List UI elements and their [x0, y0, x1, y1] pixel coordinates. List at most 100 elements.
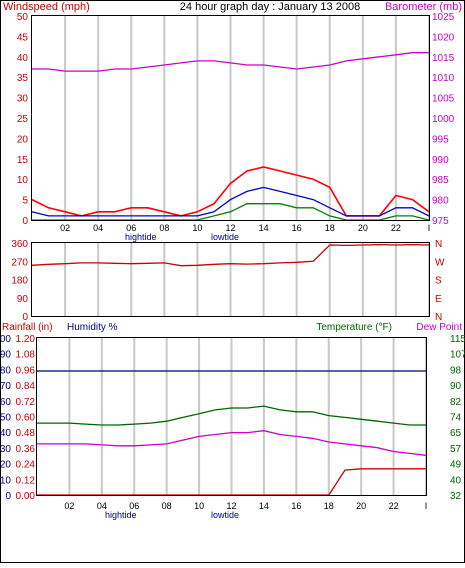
windspeed-tick: 0: [22, 216, 28, 227]
compass-label: E: [435, 294, 442, 305]
temperature-tick: 32: [450, 491, 462, 502]
wind-x-tick: 20: [358, 223, 368, 233]
temperature-tick: 57: [450, 444, 462, 455]
wind-panel-frame: [31, 15, 430, 221]
temperature-tick: 98: [450, 365, 462, 376]
climate-x-tick: 18: [324, 501, 334, 511]
windspeed-tick: 20: [17, 134, 29, 145]
humidity-tick: 90: [0, 350, 11, 361]
barometer-tick: 1005: [432, 94, 455, 105]
windspeed-tick-labels: 0 5 10 15 20 25 30 35 40 45 50: [17, 12, 29, 227]
rainfall-tick: 0.48: [16, 428, 36, 439]
humidity-tick: 100: [0, 334, 11, 345]
climate-x-tick: 04: [97, 501, 107, 511]
rainfall-tick: 0.72: [16, 397, 36, 408]
climate-x-tick: 12: [226, 501, 236, 511]
humidity-tick: 60: [0, 397, 11, 408]
direction-tick: 0: [22, 312, 28, 323]
rainfall-tick: 1.20: [16, 334, 36, 345]
temperature-line: [37, 405, 426, 426]
climate-x-tick: 10: [194, 501, 204, 511]
lowtide-label-bottom: lowtide: [211, 510, 239, 520]
wind-x-tick: 08: [159, 223, 169, 233]
climate-x-tick: 08: [162, 501, 172, 511]
temperature-tick: 115: [450, 334, 465, 345]
barometer-tick: 1015: [432, 53, 455, 64]
direction-panel-frame: [31, 242, 430, 317]
wind-panel-grid: [64, 16, 430, 220]
rainfall-tick: 0.84: [16, 381, 36, 392]
barometer-tick: 1020: [432, 32, 455, 43]
climate-panel-x-tick-labels: 02 04 06 08 10 12 14 16 18 20 22 I: [64, 501, 427, 511]
temperature-tick-labels: 32 40 49 57 65 74 82 90 98 107 115: [450, 334, 465, 502]
compass-label: W: [435, 257, 445, 268]
direction-panel-series: [31, 243, 430, 267]
climate-x-tick: 02: [64, 501, 74, 511]
direction-tick: 360: [11, 239, 28, 250]
direction-tick: 90: [17, 294, 29, 305]
climate-panel-frame: [36, 337, 427, 496]
temperature-tick: 74: [450, 413, 462, 424]
climate-x-tick: 06: [129, 501, 139, 511]
barometer-line: [32, 52, 429, 72]
wind-direction-line: [31, 243, 430, 267]
windspeed-tick: 25: [17, 114, 29, 125]
barometer-tick: 980: [432, 196, 449, 207]
windspeed-tick: 10: [17, 175, 29, 186]
wind-panel-x-tick-labels: 02 04 06 08 10 12 14 16 18 20 22 I: [60, 223, 430, 233]
temperature-tick: 90: [450, 381, 462, 392]
rainfall-tick: 0.96: [16, 365, 36, 376]
windspeed-tick: 30: [17, 94, 29, 105]
wind-speed-line: [31, 186, 430, 217]
barometer-tick: 985: [432, 175, 449, 186]
rainfall-tick: 0.60: [16, 413, 36, 424]
wind-x-tick: I: [428, 223, 431, 233]
humidity-tick: 0: [5, 491, 11, 502]
rainfall-tick-labels: 0.00 0.12 0.24 0.36 0.48 0.60 0.72 0.84 0.96 1.08…: [16, 334, 36, 502]
direction-tick: 270: [11, 257, 28, 268]
windspeed-tick: 35: [17, 73, 29, 84]
wind-x-tick: 12: [225, 223, 235, 233]
compass-label: N: [435, 239, 442, 250]
wind-x-tick: 18: [325, 223, 335, 233]
hightide-label-bottom: hightide: [105, 510, 137, 520]
temperature-tick: 40: [450, 475, 462, 486]
windspeed-tick: 45: [17, 32, 29, 43]
temperature-tick: 82: [450, 397, 462, 408]
windspeed-tick: 50: [17, 12, 29, 23]
climate-x-tick: 20: [356, 501, 366, 511]
barometer-tick: 1000: [432, 114, 455, 125]
wind-x-tick: 16: [292, 223, 302, 233]
dewpoint-line: [37, 430, 427, 456]
temperature-axis-label: Temperature (°F): [316, 322, 392, 333]
wind-x-tick: 06: [126, 223, 136, 233]
compass-label: S: [435, 276, 442, 287]
barometer-tick: 990: [432, 155, 449, 166]
direction-tick-labels: 0 90 180 270 360: [11, 239, 28, 323]
wind-x-tick: 10: [192, 223, 202, 233]
barometer-tick: 1010: [432, 73, 455, 84]
wind-x-tick: 02: [60, 223, 70, 233]
rainfall-tick: 0.24: [16, 460, 36, 471]
wind-x-tick: 22: [391, 223, 401, 233]
humidity-tick-labels: 0 10 20 30 40 50 60 70 80 90 100: [0, 334, 11, 502]
humidity-tick: 30: [0, 444, 11, 455]
windspeed-tick: 40: [17, 53, 29, 64]
barometer-tick-labels: 975 980 985 990 995 1000 1005 1010 1015 1020 1025: [432, 12, 455, 227]
temperature-tick: 49: [450, 460, 462, 471]
humidity-tick: 70: [0, 381, 11, 392]
windspeed-tick: 5: [22, 196, 28, 207]
temperature-tick: 65: [450, 428, 462, 439]
rainfall-tick: 0.36: [16, 444, 36, 455]
humidity-tick: 50: [0, 413, 11, 424]
climate-x-tick: I: [425, 501, 428, 511]
hightide-label-top: hightide: [125, 232, 157, 242]
wind-x-tick: 04: [93, 223, 103, 233]
dewpoint-axis-label: Dew Point: [416, 322, 462, 333]
humidity-tick: 10: [0, 475, 11, 486]
rainfall-tick: 0.00: [16, 491, 36, 502]
climate-x-tick: 22: [389, 501, 399, 511]
